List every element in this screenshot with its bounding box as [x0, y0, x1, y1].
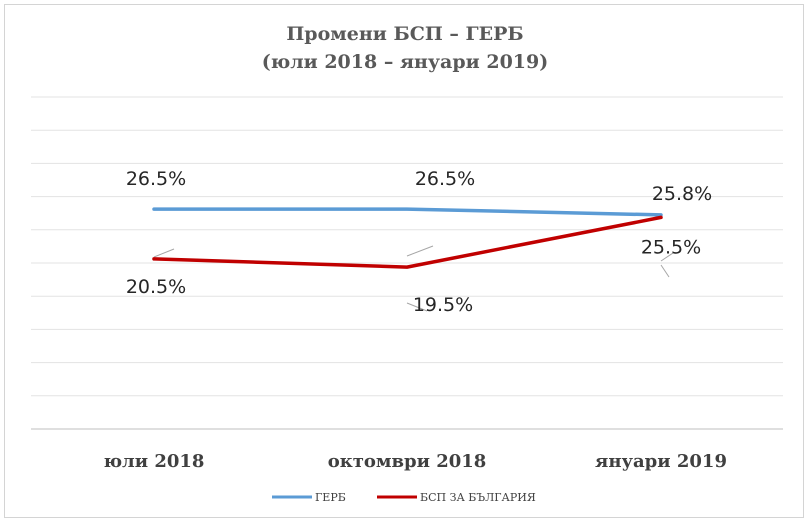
- label-leader-line: [406, 245, 434, 257]
- label-leaders: [153, 245, 674, 312]
- bsp-line: [152, 215, 663, 269]
- data-label: 19.5%: [413, 294, 473, 316]
- series-lines: [152, 207, 663, 269]
- x-tick-label: юли 2018: [104, 451, 205, 472]
- legend: ГЕРБ БСП ЗА БЪЛГАРИЯ: [272, 491, 536, 504]
- chart-subtitle: (юли 2018 – януари 2019): [262, 51, 548, 73]
- gridlines: [31, 96, 783, 430]
- data-labels: 26.5% 26.5% 25.8% 20.5% 19.5% 25.5%: [126, 168, 712, 316]
- data-label: 20.5%: [126, 276, 186, 298]
- label-leader-line: [153, 248, 175, 258]
- legend-label: ГЕРБ: [315, 491, 346, 504]
- data-label: 25.8%: [652, 183, 712, 205]
- x-axis-ticks: юли 2018 октомври 2018 януари 2019: [104, 451, 727, 472]
- label-leader-line: [660, 264, 670, 278]
- gerb-line: [152, 207, 663, 217]
- label-leader-line: [406, 302, 428, 312]
- label-leader-line: [660, 252, 674, 262]
- data-label: 25.5%: [641, 236, 701, 258]
- legend-label: БСП ЗА БЪЛГАРИЯ: [420, 491, 536, 504]
- data-label: 26.5%: [126, 168, 186, 190]
- x-tick-label: октомври 2018: [328, 451, 487, 472]
- x-tick-label: януари 2019: [595, 451, 727, 472]
- chart-frame: Промени БСП – ГЕРБ (юли 2018 – януари 20…: [4, 4, 804, 518]
- chart-title: Промени БСП – ГЕРБ: [286, 23, 523, 45]
- data-label: 26.5%: [415, 168, 475, 190]
- line-chart: Промени БСП – ГЕРБ (юли 2018 – януари 20…: [31, 23, 783, 504]
